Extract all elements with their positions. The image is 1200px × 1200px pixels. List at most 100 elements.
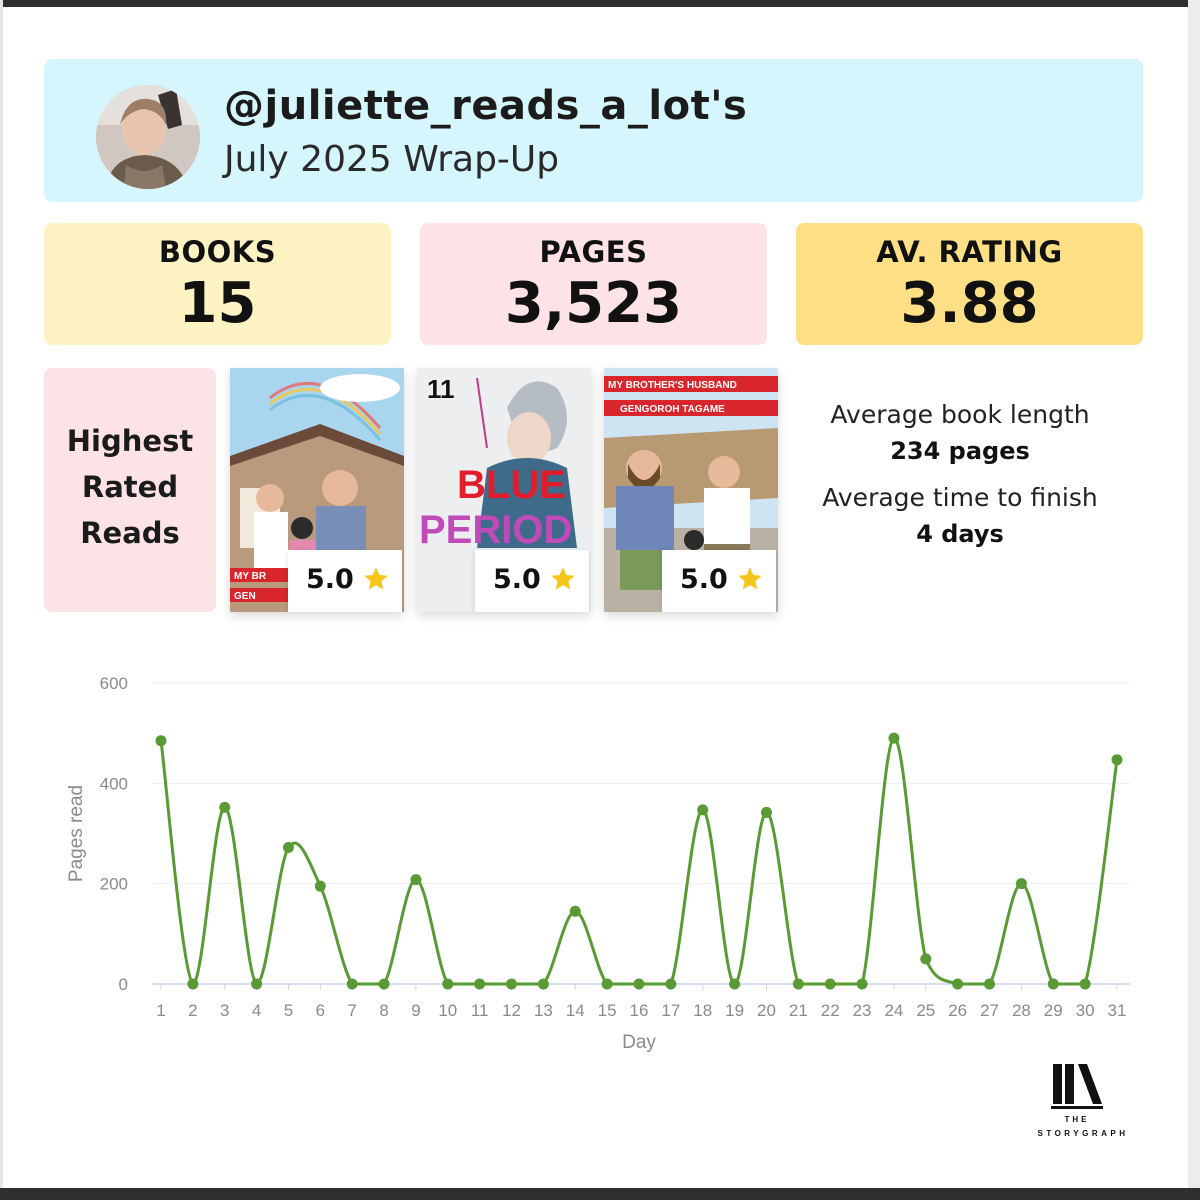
pages-stat-value: 3,523 bbox=[504, 271, 683, 336]
data-point bbox=[155, 735, 167, 747]
books-stat-card: BOOKS 15 bbox=[44, 223, 391, 345]
x-tick-label: 3 bbox=[220, 1001, 229, 1020]
data-point bbox=[856, 978, 868, 990]
x-tick-label: 2 bbox=[188, 1001, 197, 1020]
cover-2-title-bottom: PERIOD bbox=[419, 508, 572, 552]
avg-length-value: 234 pages bbox=[890, 437, 1030, 465]
highest-rated-label-box: Highest Rated Reads bbox=[44, 368, 216, 612]
logo-line-2: STORYGRAPH bbox=[1037, 1129, 1128, 1138]
avg-length-label: Average book length bbox=[830, 400, 1090, 429]
x-tick-label: 29 bbox=[1044, 1001, 1063, 1020]
y-tick-label: 200 bbox=[100, 875, 128, 894]
star-icon bbox=[738, 567, 762, 590]
data-point bbox=[697, 804, 709, 816]
pages-per-day-chart: 0 200 400 600 1 2 3 4 5 6 7 8 9 10 11 12 13 14 15 16 17 18 19 2… bbox=[40, 660, 1150, 1060]
x-tick-label: 20 bbox=[757, 1001, 776, 1020]
data-point bbox=[282, 842, 294, 854]
data-point bbox=[219, 801, 231, 813]
x-tick-label: 6 bbox=[316, 1001, 325, 1020]
frame-left-border bbox=[0, 0, 3, 1200]
cover-2-title-top: BLUE bbox=[457, 463, 566, 507]
x-tick-label: 19 bbox=[725, 1001, 744, 1020]
logo-line-1: THE bbox=[1065, 1115, 1090, 1124]
x-tick-label: 8 bbox=[379, 1001, 388, 1020]
pages-stat-card: PAGES 3,523 bbox=[420, 223, 767, 345]
data-point bbox=[920, 953, 932, 965]
star-icon bbox=[551, 567, 575, 590]
avatar bbox=[96, 85, 200, 189]
book-cover-1[interactable]: MY BR GEN 5.0 bbox=[230, 368, 404, 612]
rating-stat-card: AV. RATING 3.88 bbox=[796, 223, 1143, 345]
data-point bbox=[378, 978, 390, 990]
x-tick-label: 24 bbox=[884, 1001, 903, 1020]
cover-1-title-top: MY BR bbox=[234, 571, 267, 582]
data-point bbox=[729, 978, 741, 990]
x-tick-label: 18 bbox=[693, 1001, 712, 1020]
x-tick-label: 16 bbox=[630, 1001, 649, 1020]
rating-stat-label: AV. RATING bbox=[876, 235, 1063, 269]
x-tick-label: 31 bbox=[1108, 1001, 1127, 1020]
avg-time-value: 4 days bbox=[916, 520, 1004, 548]
data-point bbox=[601, 978, 613, 990]
rating-badge-1: 5.0 bbox=[288, 550, 402, 612]
book-cover-2[interactable]: 11 BLUE PERIOD 5.0 bbox=[417, 368, 591, 612]
rating-value-1: 5.0 bbox=[306, 564, 354, 595]
data-point bbox=[984, 978, 996, 990]
x-tick-label: 22 bbox=[821, 1001, 840, 1020]
x-tick-label: 5 bbox=[284, 1001, 293, 1020]
data-point bbox=[442, 978, 454, 990]
data-point bbox=[792, 978, 804, 990]
frame-bottom-border bbox=[0, 1188, 1200, 1200]
x-tick-label: 14 bbox=[566, 1001, 585, 1020]
data-point bbox=[888, 732, 900, 744]
x-tick-label: 25 bbox=[916, 1001, 935, 1020]
data-point bbox=[187, 978, 199, 990]
series-line bbox=[159, 736, 1119, 986]
data-point bbox=[251, 978, 263, 990]
x-tick-label: 1 bbox=[156, 1001, 165, 1020]
data-point bbox=[314, 880, 326, 892]
rating-value-3: 5.0 bbox=[680, 564, 728, 595]
x-tick-label: 4 bbox=[252, 1001, 261, 1020]
x-tick-label: 26 bbox=[948, 1001, 967, 1020]
star-icon bbox=[364, 567, 388, 590]
x-tick-label: 9 bbox=[411, 1001, 420, 1020]
x-tick-label: 11 bbox=[471, 1001, 489, 1020]
x-tick-label: 17 bbox=[661, 1001, 680, 1020]
cover-2-volume: 11 bbox=[427, 374, 455, 404]
data-point bbox=[1015, 878, 1027, 890]
data-point bbox=[824, 978, 836, 990]
highest-rated-line-3: Reads bbox=[80, 516, 180, 550]
rating-badge-2: 5.0 bbox=[475, 550, 589, 612]
x-tick-label: 27 bbox=[980, 1001, 999, 1020]
data-point bbox=[410, 874, 422, 886]
x-tick-label: 13 bbox=[534, 1001, 553, 1020]
username-heading: @juliette_reads_a_lot's bbox=[224, 83, 748, 129]
x-tick-label: 23 bbox=[853, 1001, 872, 1020]
x-tick-label: 7 bbox=[347, 1001, 356, 1020]
data-point bbox=[952, 978, 964, 990]
cover-3-title: MY BROTHER'S HUSBAND bbox=[608, 380, 737, 391]
wrap-up-header: @juliette_reads_a_lot's July 2025 Wrap-U… bbox=[44, 59, 1143, 202]
book-cover-3[interactable]: MY BROTHER'S HUSBAND GENGOROH TAGAME 5.0 bbox=[604, 368, 778, 612]
avg-time-label: Average time to finish bbox=[822, 483, 1098, 512]
data-point bbox=[1047, 978, 1059, 990]
x-tick-label: 30 bbox=[1076, 1001, 1095, 1020]
highest-rated-line-2: Rated bbox=[81, 470, 179, 504]
cover-3-author: GENGOROH TAGAME bbox=[620, 404, 725, 415]
data-point bbox=[506, 978, 518, 990]
data-point bbox=[665, 978, 677, 990]
y-tick-label: 600 bbox=[100, 674, 128, 693]
y-axis-title: Pages read bbox=[66, 785, 87, 882]
x-tick-label: 12 bbox=[502, 1001, 521, 1020]
data-point bbox=[346, 978, 358, 990]
y-tick-label: 0 bbox=[119, 975, 128, 994]
pages-stat-label: PAGES bbox=[539, 235, 648, 269]
frame-right-border bbox=[1188, 0, 1200, 1200]
data-point bbox=[633, 978, 645, 990]
highest-rated-line-1: Highest bbox=[66, 424, 194, 458]
wrap-up-subtitle: July 2025 Wrap-Up bbox=[224, 139, 560, 180]
rating-badge-3: 5.0 bbox=[662, 550, 776, 612]
y-tick-label: 400 bbox=[100, 774, 128, 793]
